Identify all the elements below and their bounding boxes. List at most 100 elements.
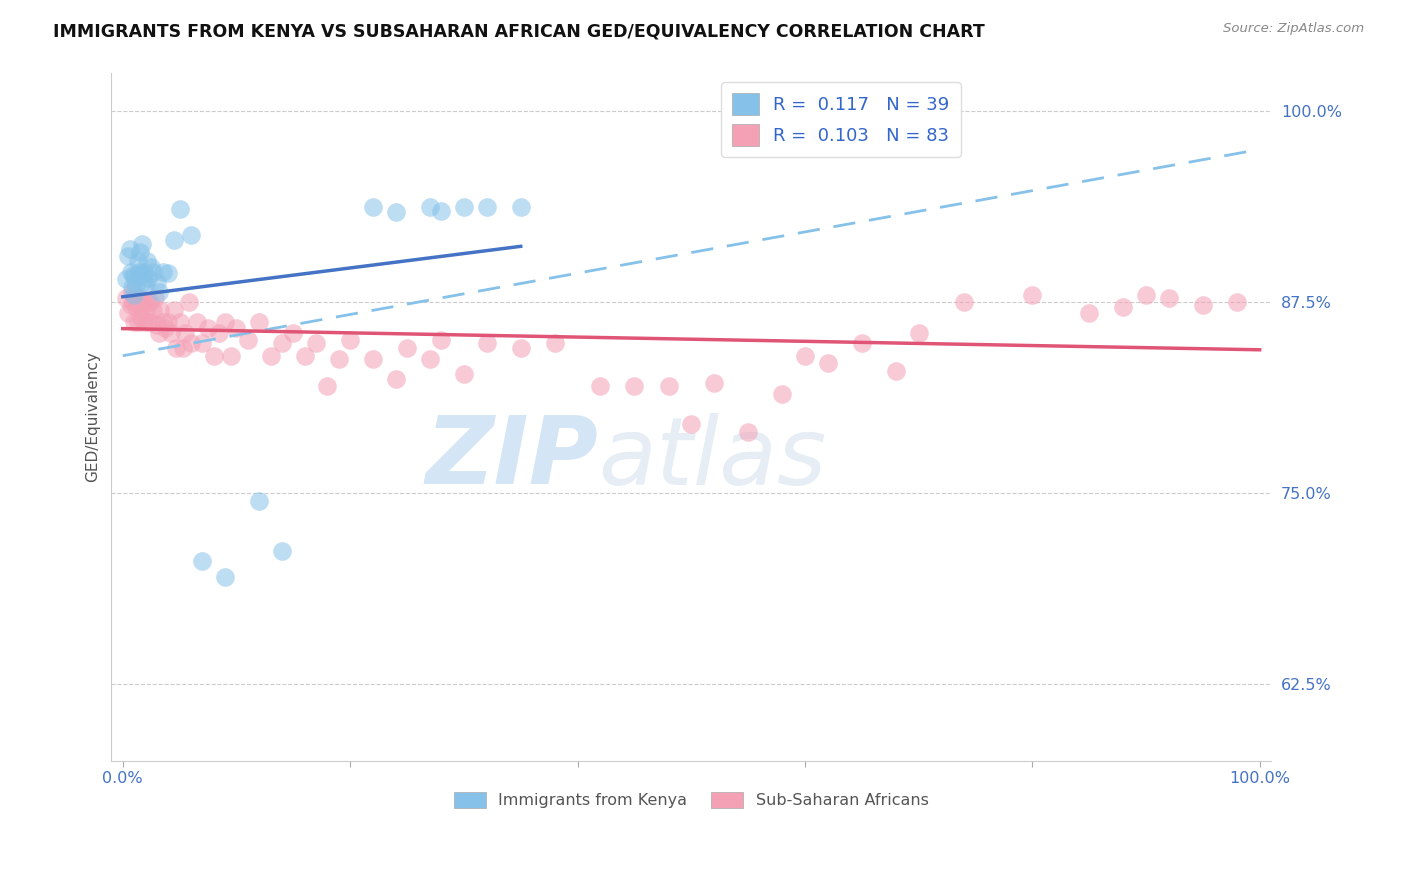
Point bbox=[146, 276, 169, 290]
Point bbox=[124, 269, 146, 284]
Point bbox=[131, 300, 153, 314]
Point bbox=[339, 334, 361, 348]
Point bbox=[214, 570, 236, 584]
Point bbox=[1135, 287, 1157, 301]
Point bbox=[1112, 300, 1135, 314]
Point bbox=[128, 244, 150, 259]
Point bbox=[737, 425, 759, 439]
Point bbox=[132, 276, 155, 290]
Point bbox=[817, 356, 839, 370]
Point bbox=[259, 349, 281, 363]
Point bbox=[122, 315, 145, 329]
Point bbox=[134, 315, 156, 329]
Point bbox=[153, 321, 176, 335]
Point bbox=[128, 295, 150, 310]
Point bbox=[172, 341, 194, 355]
Point bbox=[1078, 306, 1101, 320]
Point bbox=[191, 553, 214, 567]
Point bbox=[1021, 287, 1043, 301]
Point bbox=[793, 349, 815, 363]
Point bbox=[419, 201, 441, 215]
Point bbox=[453, 367, 475, 381]
Point bbox=[127, 315, 149, 329]
Point bbox=[770, 387, 793, 401]
Point bbox=[191, 336, 214, 351]
Point bbox=[180, 227, 202, 242]
Point bbox=[127, 254, 149, 268]
Point bbox=[129, 310, 152, 325]
Point bbox=[124, 291, 146, 305]
Text: IMMIGRANTS FROM KENYA VS SUBSAHARAN AFRICAN GED/EQUIVALENCY CORRELATION CHART: IMMIGRANTS FROM KENYA VS SUBSAHARAN AFRI… bbox=[53, 22, 986, 40]
Point bbox=[120, 298, 142, 312]
Point bbox=[247, 315, 270, 329]
Point bbox=[1157, 291, 1180, 305]
Point bbox=[214, 315, 236, 329]
Point bbox=[316, 379, 339, 393]
Point bbox=[169, 315, 191, 329]
Point bbox=[118, 242, 141, 256]
Point bbox=[134, 302, 156, 317]
Point bbox=[225, 321, 247, 335]
Point bbox=[703, 376, 725, 391]
Point bbox=[122, 295, 145, 310]
Point bbox=[271, 544, 294, 558]
Point bbox=[328, 351, 350, 366]
Point bbox=[120, 265, 142, 279]
Point bbox=[134, 277, 156, 291]
Point bbox=[128, 291, 150, 305]
Point bbox=[219, 349, 242, 363]
Point bbox=[544, 336, 567, 351]
Point bbox=[589, 379, 612, 393]
Point bbox=[271, 336, 294, 351]
Point bbox=[395, 341, 418, 355]
Point bbox=[117, 249, 139, 263]
Point bbox=[294, 349, 316, 363]
Point bbox=[453, 201, 475, 215]
Point bbox=[169, 202, 191, 216]
Point bbox=[197, 321, 219, 335]
Point bbox=[136, 270, 159, 285]
Point bbox=[186, 315, 208, 329]
Point bbox=[884, 364, 907, 378]
Point bbox=[159, 326, 181, 340]
Point bbox=[134, 265, 156, 279]
Point bbox=[430, 334, 453, 348]
Point bbox=[142, 302, 165, 317]
Text: ZIP: ZIP bbox=[426, 412, 599, 504]
Point bbox=[132, 295, 155, 310]
Point bbox=[115, 291, 138, 305]
Y-axis label: GED/Equivalency: GED/Equivalency bbox=[86, 351, 100, 483]
Point bbox=[305, 336, 328, 351]
Point bbox=[202, 349, 225, 363]
Point bbox=[131, 237, 153, 252]
Legend: Immigrants from Kenya, Sub-Saharan Africans: Immigrants from Kenya, Sub-Saharan Afric… bbox=[447, 785, 935, 814]
Text: atlas: atlas bbox=[599, 413, 827, 504]
Point bbox=[135, 295, 157, 310]
Point bbox=[1226, 295, 1249, 310]
Point bbox=[141, 315, 163, 329]
Point bbox=[208, 326, 231, 340]
Point bbox=[907, 326, 929, 340]
Point bbox=[117, 306, 139, 320]
Point bbox=[657, 379, 679, 393]
Point bbox=[128, 265, 150, 279]
Point bbox=[1192, 298, 1215, 312]
Point bbox=[143, 291, 166, 305]
Point bbox=[361, 351, 384, 366]
Point bbox=[129, 268, 152, 282]
Point bbox=[475, 336, 498, 351]
Text: Source: ZipAtlas.com: Source: ZipAtlas.com bbox=[1223, 22, 1364, 36]
Point bbox=[177, 295, 200, 310]
Point bbox=[115, 272, 138, 286]
Point bbox=[361, 201, 384, 215]
Point bbox=[165, 341, 187, 355]
Point bbox=[157, 266, 180, 280]
Point bbox=[283, 326, 305, 340]
Point bbox=[247, 494, 270, 508]
Point bbox=[141, 260, 163, 274]
Point bbox=[851, 336, 873, 351]
Point bbox=[419, 351, 441, 366]
Point bbox=[125, 300, 148, 314]
Point bbox=[236, 334, 259, 348]
Point bbox=[146, 318, 169, 333]
